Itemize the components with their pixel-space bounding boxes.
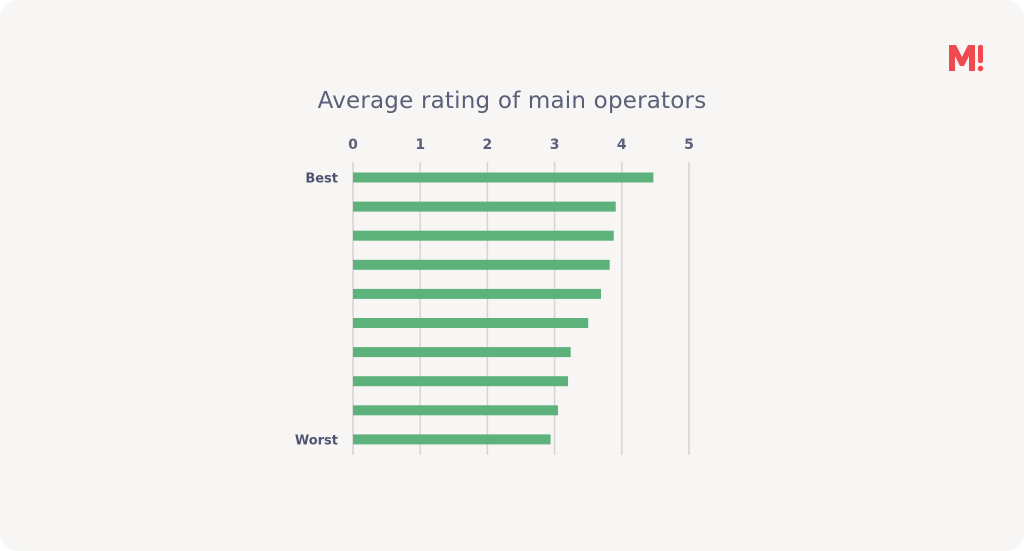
bar <box>353 172 654 183</box>
chart-title: Average rating of main operators <box>317 88 707 114</box>
x-tick-label: 1 <box>415 137 425 153</box>
x-tick-label: 4 <box>617 137 627 153</box>
brand-logo-m <box>949 45 975 71</box>
x-tick-label: 3 <box>550 137 560 153</box>
bar <box>353 259 610 270</box>
bar <box>353 434 551 445</box>
bar <box>353 405 558 416</box>
bar <box>353 230 614 241</box>
bar <box>353 376 569 387</box>
x-tick-label: 5 <box>684 137 694 153</box>
row-labels: Best Worst <box>295 172 338 449</box>
row-label-worst: Worst <box>295 433 338 448</box>
brand-logo-exclamation-bar <box>978 45 983 63</box>
x-tick-label: 2 <box>483 137 493 153</box>
x-axis-ticks: 0 1 2 3 4 5 <box>348 137 694 153</box>
bar <box>353 347 571 358</box>
row-label-best: Best <box>305 172 338 187</box>
bar <box>353 201 616 212</box>
bars <box>353 172 654 445</box>
x-tick-label: 0 <box>348 137 358 153</box>
brand-logo: M! <box>949 45 984 72</box>
bar <box>353 288 601 299</box>
bar <box>353 318 589 328</box>
brand-logo-exclamation-dot <box>977 65 984 72</box>
